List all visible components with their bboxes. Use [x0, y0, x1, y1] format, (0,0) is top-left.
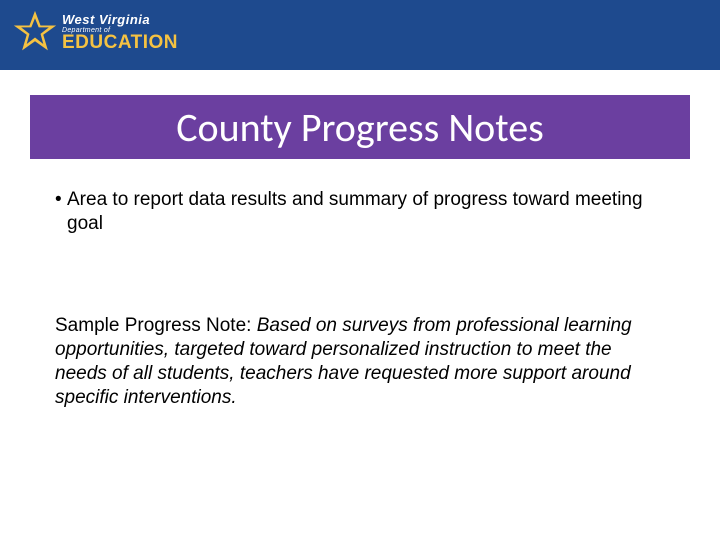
slide: West Virginia Department of EDUCATION Co… [0, 0, 720, 540]
bullet-item: • Area to report data results and summar… [55, 188, 665, 236]
logo-state-line: West Virginia [62, 12, 178, 27]
logo-edu-line: EDUCATION [62, 34, 178, 51]
bullet-text: Area to report data results and summary … [67, 188, 665, 236]
bullet-dot-icon: • [55, 188, 67, 236]
logo: West Virginia Department of EDUCATION [12, 4, 212, 60]
sample-label: Sample Progress Note: [55, 315, 257, 336]
body-content: • Area to report data results and summar… [55, 188, 665, 410]
logo-star-icon [12, 9, 58, 55]
slide-title: County Progress Notes [176, 103, 544, 152]
title-band: County Progress Notes [30, 95, 690, 159]
logo-text: West Virginia Department of EDUCATION [62, 12, 178, 51]
sample-note: Sample Progress Note: Based on surveys f… [55, 314, 665, 410]
